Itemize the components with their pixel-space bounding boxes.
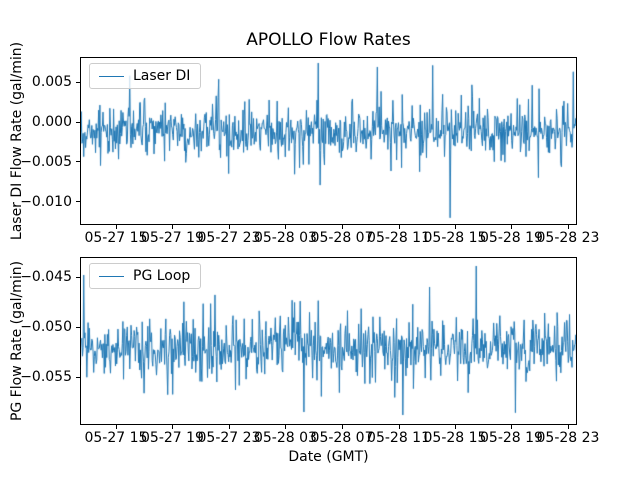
y-tick-label: −0.055 — [20, 369, 72, 385]
x-tick-mark — [285, 225, 287, 229]
x-axis-label: Date (GMT) — [288, 449, 369, 465]
x-tick-label: 05-27 15 — [84, 230, 148, 246]
y-tick-label: 0.005 — [31, 74, 72, 91]
y-tick-label: −0.045 — [20, 269, 72, 285]
legend-line-sample — [99, 275, 124, 277]
x-tick-label: 05-27 19 — [141, 230, 204, 246]
y-tick-mark — [76, 276, 80, 278]
x-tick-label: 05-28 11 — [367, 230, 430, 246]
y-tick-mark — [76, 81, 80, 83]
subplot-laser-di: Laser DI — [80, 57, 577, 225]
x-tick-mark — [398, 425, 400, 429]
y-axis-label-laser-di: Laser DI Flow Rate (gal/min) — [9, 41, 25, 241]
figure-title: APOLLO Flow Rates — [246, 30, 411, 50]
x-tick-mark — [172, 425, 174, 429]
x-tick-mark — [115, 425, 117, 429]
x-tick-label: 05-28 03 — [253, 230, 317, 246]
x-tick-label: 05-28 15 — [423, 230, 487, 246]
x-tick-mark — [285, 425, 287, 429]
x-tick-mark — [568, 425, 569, 429]
y-tick-mark — [76, 376, 80, 378]
y-tick-label: −0.050 — [20, 319, 72, 335]
legend-line-sample — [99, 75, 124, 77]
y-tick-label: −0.010 — [20, 193, 72, 210]
x-tick-label: 05-28 23 — [536, 230, 600, 246]
x-tick-label: 05-28 07 — [310, 230, 374, 246]
y-tick-mark — [76, 326, 80, 328]
x-tick-mark — [115, 225, 117, 229]
x-tick-label: 05-27 23 — [197, 230, 261, 246]
x-tick-mark — [229, 425, 230, 429]
x-tick-mark — [454, 225, 456, 229]
x-tick-label: 05-28 23 — [536, 430, 600, 446]
x-tick-mark — [398, 225, 400, 229]
y-tick-mark — [76, 121, 80, 123]
legend-laser-di: Laser DI — [89, 63, 202, 89]
x-tick-label: 05-28 15 — [423, 430, 487, 446]
x-tick-mark — [342, 425, 344, 429]
x-tick-mark — [229, 225, 230, 229]
subplot-pg-loop: PG Loop — [80, 257, 577, 425]
y-tick-label: −0.005 — [20, 153, 72, 170]
legend-pg-loop: PG Loop — [89, 263, 202, 289]
x-tick-label: 05-28 19 — [480, 430, 543, 446]
x-tick-label: 05-27 23 — [197, 430, 261, 446]
x-tick-mark — [511, 425, 513, 429]
legend-label: PG Loop — [133, 268, 191, 284]
x-tick-mark — [511, 225, 513, 229]
x-tick-mark — [342, 225, 344, 229]
x-tick-label: 05-27 15 — [84, 430, 148, 446]
x-tick-label: 05-28 07 — [310, 430, 374, 446]
x-tick-label: 05-28 11 — [367, 430, 430, 446]
x-tick-mark — [172, 225, 174, 229]
x-tick-label: 05-28 19 — [480, 230, 543, 246]
x-tick-mark — [454, 425, 456, 429]
legend-label: Laser DI — [133, 68, 191, 84]
y-tick-mark — [76, 161, 80, 163]
x-tick-mark — [568, 225, 569, 229]
x-tick-label: 05-27 19 — [141, 430, 204, 446]
y-tick-label: 0.000 — [31, 114, 72, 131]
y-tick-mark — [76, 201, 80, 203]
x-tick-label: 05-28 03 — [253, 430, 317, 446]
